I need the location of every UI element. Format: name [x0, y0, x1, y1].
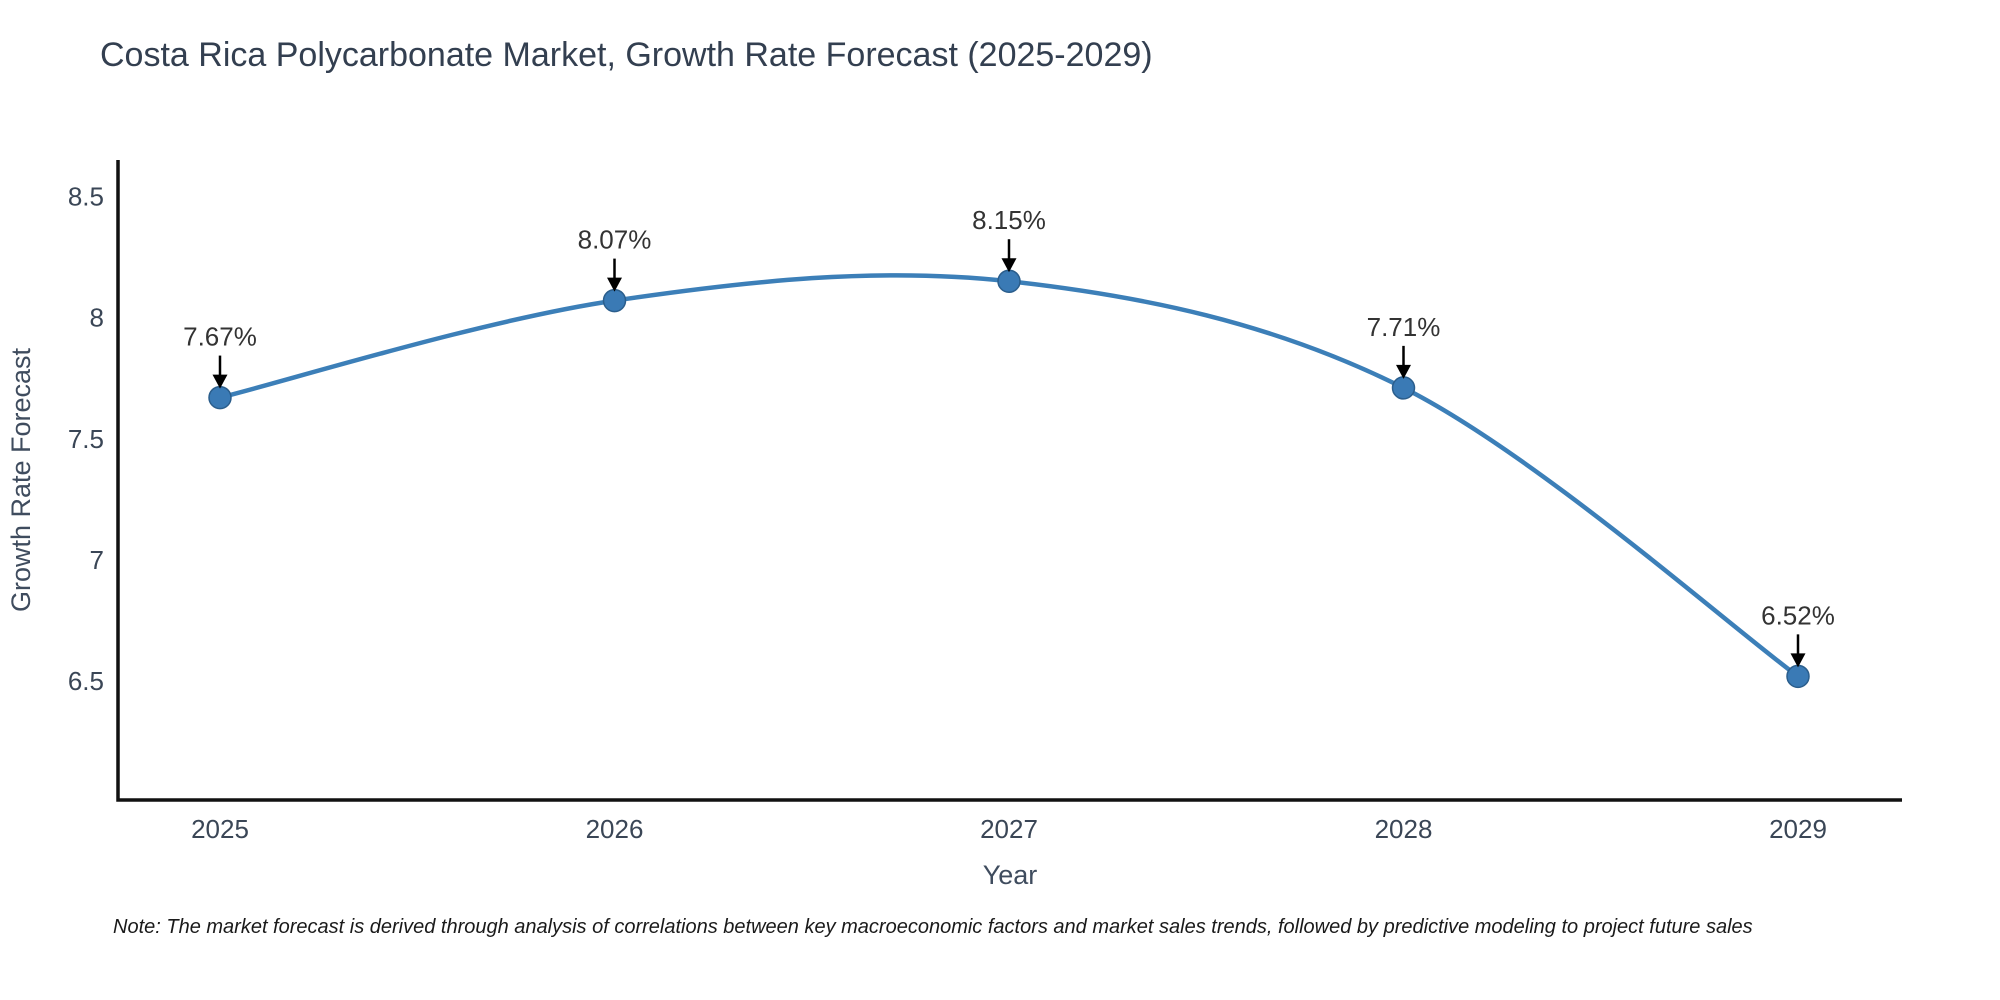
annotation-arrowhead-icon [607, 277, 622, 292]
x-tick-label: 2028 [1375, 814, 1433, 844]
footnote: Note: The market forecast is derived thr… [113, 916, 1753, 938]
axes-spines [116, 160, 1902, 802]
data-point-2025 [208, 385, 232, 410]
annotation-arrowhead-icon [1001, 258, 1017, 273]
data-point-2027 [997, 269, 1021, 293]
annotation-arrowhead-icon [212, 374, 228, 389]
point-value-label: 7.67% [183, 322, 257, 352]
chart-title: Costa Rica Polycarbonate Market, Growth … [100, 36, 1153, 74]
y-tick-label: 7.5 [68, 424, 104, 454]
annotation-arrowhead-icon [1396, 364, 1411, 379]
x-tick-label: 2029 [1769, 814, 1827, 844]
x-axis-title: Year [983, 860, 1038, 890]
point-value-label: 6.52% [1761, 600, 1835, 630]
y-axis-title: Growth Rate Forecast [6, 347, 36, 612]
point-value-label: 7.71% [1367, 312, 1441, 342]
point-value-label: 8.15% [972, 205, 1046, 235]
x-tick-label: 2025 [191, 814, 249, 844]
y-tick-label: 8 [90, 303, 104, 333]
y-tick-label: 8.5 [68, 181, 104, 211]
y-tick-label: 7 [90, 545, 104, 575]
annotation-arrowhead-icon [1790, 653, 1806, 668]
data-point-2026 [602, 288, 627, 313]
y-tick-label: 6.5 [68, 666, 104, 696]
trend-line [217, 273, 1801, 679]
data-point-2029 [1786, 664, 1810, 689]
point-value-label: 8.07% [578, 225, 652, 255]
x-tick-label: 2027 [980, 814, 1038, 844]
x-tick-label: 2026 [586, 814, 644, 844]
data-point-2028 [1391, 376, 1416, 400]
